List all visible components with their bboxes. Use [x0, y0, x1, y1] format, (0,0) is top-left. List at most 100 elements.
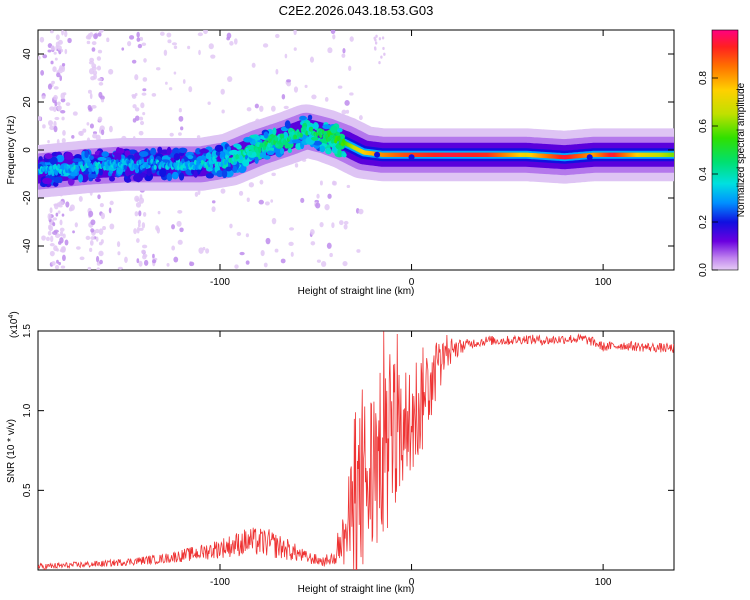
noise-speck [137, 219, 141, 225]
ridge-cell [123, 164, 127, 170]
noise-speck [309, 56, 315, 63]
noise-speck [246, 107, 252, 112]
noise-speck [337, 85, 343, 89]
noise-speck [194, 191, 199, 197]
ridge-dip [408, 154, 415, 161]
noise-speck [329, 252, 333, 258]
noise-speck [47, 213, 52, 220]
noise-speck [293, 86, 299, 93]
noise-speck [138, 130, 144, 136]
noise-speck [97, 194, 101, 200]
spectral-cell [138, 150, 149, 157]
ridge-cell [88, 167, 92, 173]
spectral-cell [226, 146, 231, 152]
noise-speck [151, 92, 157, 97]
noise-speck [62, 129, 66, 136]
noise-speck [324, 97, 329, 102]
noise-speck [60, 109, 66, 114]
noise-speck [100, 239, 104, 244]
noise-speck [288, 241, 294, 246]
spectrogram-y-tick-label: 0 [22, 147, 33, 153]
noise-speck [290, 251, 294, 257]
noise-speck [321, 261, 327, 267]
spectral-cell [314, 123, 319, 129]
spectrogram-y-tick-label: 20 [22, 96, 33, 108]
noise-speck [99, 202, 104, 208]
noise-speck [92, 131, 98, 135]
noise-speck [141, 92, 147, 96]
noise-speck [274, 248, 279, 253]
noise-speck [324, 204, 330, 211]
noise-speck [178, 115, 184, 122]
noise-speck [101, 99, 105, 103]
noise-speck [169, 132, 174, 137]
noise-speck [106, 37, 110, 43]
spectral-cell [139, 172, 147, 178]
noise-speck [87, 104, 92, 111]
noise-speck [259, 105, 264, 112]
snr-series-line [38, 331, 674, 570]
snr-y-tick-label: 0.5 [22, 483, 33, 497]
ridge-cell [91, 167, 95, 173]
noise-speck [117, 266, 124, 270]
noise-speck [341, 109, 347, 115]
ridge-cell [209, 163, 214, 169]
spectrogram-y-tick-label: -20 [22, 190, 33, 205]
ridge-cell [208, 159, 213, 165]
ridge-cell [105, 164, 109, 170]
noise-speck [55, 34, 60, 41]
noise-speck [94, 228, 100, 234]
noise-speck [177, 209, 183, 214]
noise-speck [165, 81, 168, 85]
noise-speck [358, 115, 363, 121]
ridge-cell [135, 164, 139, 170]
noise-speck [271, 172, 276, 177]
noise-speck [98, 250, 104, 257]
spectral-cell [263, 155, 271, 160]
noise-speck [236, 231, 242, 236]
spectral-cell [94, 178, 101, 183]
spectral-cell [171, 171, 179, 180]
ridge-cell [254, 147, 258, 153]
noise-speck [64, 239, 69, 246]
noise-speck [131, 93, 137, 98]
spectral-cell [49, 156, 58, 165]
ridge-cell [153, 164, 157, 170]
noise-speck [239, 251, 245, 256]
spectral-cell [196, 155, 207, 163]
spectral-cell [252, 136, 261, 141]
noise-speck [129, 35, 135, 40]
spectral-cell [215, 150, 221, 156]
noise-speck [54, 116, 60, 121]
colorbar: 0.0 0.2 0.4 0.6 0.8 Normalized spectral ampl… [698, 29, 747, 277]
noise-speck [78, 130, 84, 136]
noise-speck [163, 49, 168, 56]
noise-speck [39, 36, 45, 43]
noise-speck [51, 261, 56, 266]
spectral-cell [307, 114, 313, 121]
noise-speck [227, 76, 233, 82]
noise-speck [187, 45, 191, 50]
noise-speck [374, 41, 378, 45]
noise-speck [97, 32, 102, 37]
noise-speck [57, 105, 62, 111]
noise-speck [61, 63, 66, 67]
noise-speck [341, 53, 346, 58]
noise-speck [245, 233, 249, 238]
noise-speck [59, 219, 63, 226]
spectral-cell [216, 170, 224, 178]
spectral-cell [178, 147, 188, 154]
ridge-cell [291, 130, 295, 136]
spectral-cell [266, 150, 275, 156]
noise-speck [50, 235, 54, 243]
noise-speck [88, 210, 94, 218]
noise-speck [344, 100, 350, 106]
noise-speck [61, 137, 66, 144]
spectrogram-y-ticks: -40 -20 0 20 40 [22, 48, 674, 253]
noise-speck [56, 101, 61, 106]
noise-speck [58, 204, 63, 208]
noise-speck [132, 118, 137, 123]
ridge-cell [152, 161, 156, 167]
noise-speck [345, 109, 350, 114]
